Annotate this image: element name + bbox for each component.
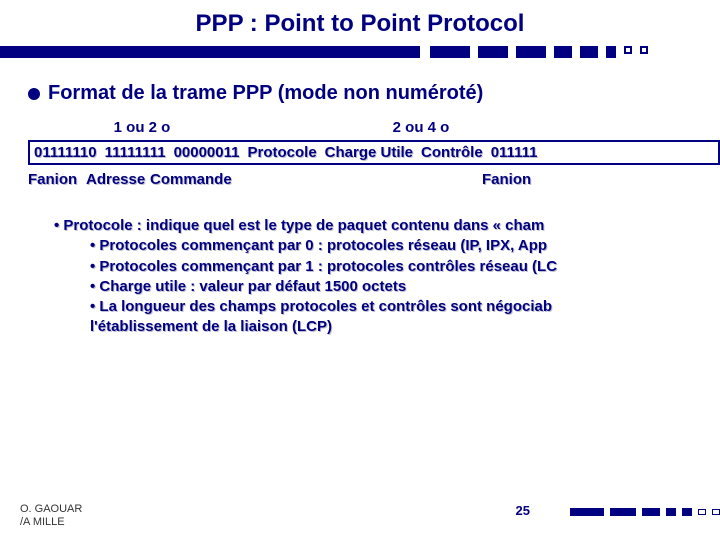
field-label: Commande — [150, 171, 250, 188]
note-line: • La longueur des champs protocoles et c… — [54, 297, 720, 317]
note-line: • Charge utile : valeur par défaut 1500 … — [54, 277, 720, 297]
dash-icon — [642, 508, 660, 516]
dash-icon — [666, 508, 676, 516]
dash-icon — [682, 508, 692, 516]
dash-icon — [478, 46, 508, 58]
dash-icon — [554, 46, 572, 58]
slide-title: PPP : Point to Point Protocol — [0, 0, 720, 46]
dash-outline-icon — [640, 46, 648, 54]
size-labels-row: 1 ou 2 o 2 ou 4 o — [0, 119, 720, 136]
bullet-icon — [28, 88, 40, 100]
section-heading-text: Format de la trame PPP (mode non numérot… — [48, 82, 483, 105]
field-label: Fanion — [28, 171, 86, 188]
dash-icon — [430, 46, 470, 58]
field-labels-row: Fanion Adresse Commande Fanion — [28, 171, 720, 188]
frame-cell: Charge Utile — [321, 142, 417, 163]
frame-cell: Contrôle — [417, 142, 487, 163]
field-label: Adresse — [86, 171, 150, 188]
dash-icon — [606, 46, 616, 58]
note-line: • Protocoles commençant par 1 : protocol… — [54, 257, 720, 277]
dash-icon — [516, 46, 546, 58]
separator-solid — [0, 46, 420, 58]
footer-dashes — [570, 508, 720, 516]
dash-outline-icon — [712, 509, 720, 515]
author-line-1: O. GAOUAR — [20, 503, 82, 517]
note-line: • Protocole : indique quel est le type d… — [54, 216, 720, 236]
frame-cell: 11111111 — [101, 142, 170, 163]
author-line-2: /A MILLE — [20, 516, 82, 530]
size-label-1: 1 ou 2 o — [28, 119, 256, 136]
slide-footer: O. GAOUAR /A MILLE 25 — [0, 490, 720, 530]
separator-dashes — [430, 46, 648, 58]
section-heading: Format de la trame PPP (mode non numérot… — [0, 82, 720, 119]
dash-outline-icon — [698, 509, 706, 515]
footer-author: O. GAOUAR /A MILLE — [20, 503, 82, 531]
ppp-frame-table: 01111110 11111111 00000011 Protocole Cha… — [28, 140, 720, 165]
dash-outline-icon — [624, 46, 632, 54]
frame-cell: Protocole — [243, 142, 320, 163]
dash-icon — [610, 508, 636, 516]
title-separator — [0, 46, 720, 58]
dash-icon — [580, 46, 598, 58]
frame-cell: 011111 — [487, 142, 542, 163]
note-line: • Protocoles commençant par 0 : protocol… — [54, 236, 720, 256]
note-line: l'établissement de la liaison (LCP) — [54, 317, 720, 337]
frame-cell: 00000011 — [170, 142, 244, 163]
dash-icon — [570, 508, 604, 516]
page-number: 25 — [516, 503, 530, 518]
field-label: Fanion — [482, 171, 531, 188]
notes-block: • Protocole : indique quel est le type d… — [54, 216, 720, 338]
size-label-2: 2 ou 4 o — [346, 119, 496, 136]
frame-cell: 01111110 — [30, 142, 101, 163]
